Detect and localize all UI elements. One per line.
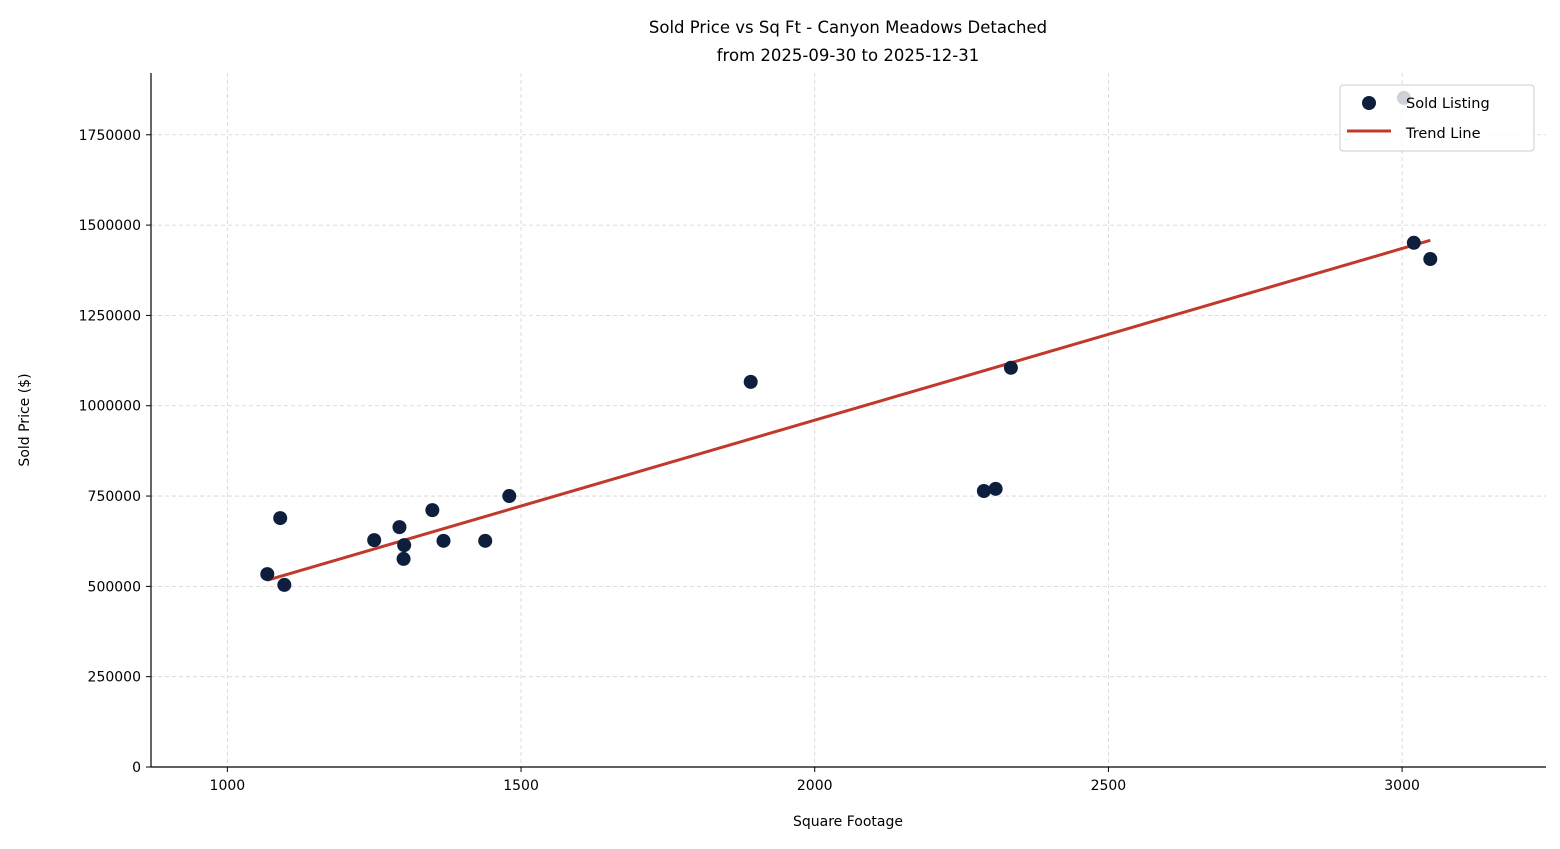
x-tick-label: 1500 bbox=[503, 778, 539, 794]
legend-box bbox=[1339, 84, 1535, 152]
x-ticks: 1000 1500 2000 2500 3000 bbox=[210, 767, 1420, 794]
points-layer bbox=[260, 90, 1438, 592]
data-point bbox=[1406, 235, 1421, 250]
data-point bbox=[260, 567, 275, 582]
data-point bbox=[436, 533, 451, 548]
trend-layer bbox=[266, 238, 1431, 582]
data-point bbox=[743, 374, 758, 389]
data-point bbox=[396, 551, 411, 566]
data-point bbox=[277, 577, 292, 592]
data-point bbox=[502, 489, 517, 504]
x-tick-label: 2500 bbox=[1091, 778, 1127, 794]
y-axis-label: Sold Price ($) bbox=[17, 373, 33, 466]
x-axis-label: Square Footage bbox=[793, 814, 903, 830]
legend-label-trend-line: Trend Line bbox=[1405, 126, 1481, 142]
y-ticks: 0 250000 500000 750000 1000000 1250000 1500000… bbox=[79, 128, 151, 776]
data-point bbox=[273, 511, 288, 526]
y-tick-label: 250000 bbox=[88, 670, 141, 686]
trend-line bbox=[266, 238, 1431, 582]
chart-subtitle: from 2025-09-30 to 2025-12-31 bbox=[717, 46, 979, 65]
y-tick-label: 1750000 bbox=[79, 128, 141, 144]
data-point bbox=[397, 538, 412, 553]
grid bbox=[151, 73, 1546, 767]
data-point bbox=[976, 483, 991, 498]
legend-label-sold-listing: Sold Listing bbox=[1406, 96, 1490, 112]
x-tick-label: 2000 bbox=[797, 778, 833, 794]
y-tick-label: 750000 bbox=[88, 489, 141, 505]
y-tick-label: 1000000 bbox=[79, 399, 141, 415]
data-point bbox=[1423, 252, 1438, 267]
data-point bbox=[1003, 360, 1018, 375]
legend-marker-sold-listing bbox=[1362, 96, 1376, 110]
data-point bbox=[425, 503, 440, 518]
x-tick-label: 3000 bbox=[1384, 778, 1420, 794]
y-tick-label: 1250000 bbox=[79, 308, 141, 324]
y-tick-label: 0 bbox=[132, 760, 141, 776]
x-tick-label: 1000 bbox=[210, 778, 246, 794]
data-point bbox=[988, 481, 1003, 496]
data-point bbox=[478, 533, 493, 548]
chart-title: Sold Price vs Sq Ft - Canyon Meadows Det… bbox=[649, 18, 1047, 37]
y-tick-label: 1500000 bbox=[79, 218, 141, 234]
data-point bbox=[392, 520, 407, 535]
data-point bbox=[367, 533, 382, 548]
legend: Sold Listing Trend Line bbox=[1339, 84, 1535, 152]
y-tick-label: 500000 bbox=[88, 579, 141, 595]
